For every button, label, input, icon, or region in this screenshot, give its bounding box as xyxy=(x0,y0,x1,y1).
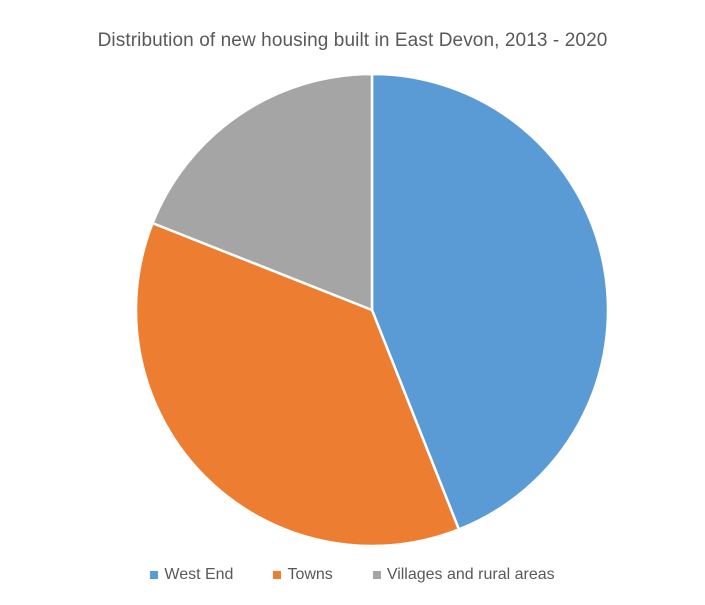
legend-label-villages-and-rural-areas: Villages and rural areas xyxy=(386,566,555,583)
pie-slice-villages-and-rural-areas xyxy=(151,72,374,312)
legend-label-west-end: West End xyxy=(164,566,234,583)
legend-item-villages-and-rural-areas: Villages and rural areas xyxy=(372,566,555,584)
chart-title: Distribution of new housing built in Eas… xyxy=(97,30,608,51)
legend-item-west-end: West End xyxy=(150,566,233,584)
pie-slice-west-end xyxy=(370,72,610,531)
legend-item-towns: Towns xyxy=(273,566,333,584)
legend-label-towns: Towns xyxy=(287,566,333,583)
legend: West End Towns Villages and rural areas xyxy=(0,566,705,584)
pie-slice-towns xyxy=(134,221,461,548)
pie-chart xyxy=(134,72,610,548)
legend-swatch-towns xyxy=(273,571,282,579)
legend-swatch-west-end xyxy=(150,571,159,579)
legend-swatch-villages-and-rural-areas xyxy=(372,571,381,579)
